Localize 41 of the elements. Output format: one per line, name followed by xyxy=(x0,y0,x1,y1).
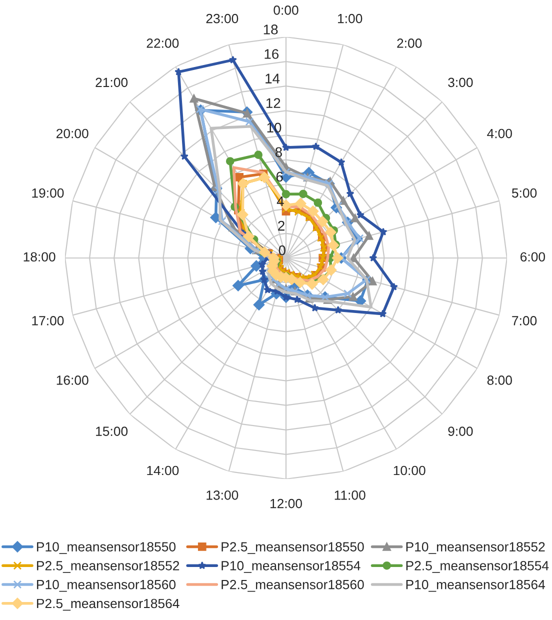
spoke-label: 22:00 xyxy=(146,38,179,48)
legend-label: P2.5_meansensor18560 xyxy=(222,580,364,592)
spoke-label: 17:00 xyxy=(32,316,64,326)
y-tick-label: 16 xyxy=(264,49,279,59)
legend-label: P10_meansensor18550 xyxy=(37,542,176,554)
legend-label: P10_meansensor18564 xyxy=(406,580,546,592)
legend-label: P10_meansensor18560 xyxy=(37,580,176,592)
legend-label: P2.5_meansensor18552 xyxy=(37,561,180,573)
y-tick-label: 14 xyxy=(266,74,280,84)
spoke-label: 21:00 xyxy=(96,78,128,88)
spoke-label: 18:00 xyxy=(24,252,56,262)
legend-label: P10_meansensor18554 xyxy=(222,561,360,573)
spoke-label: 0:00 xyxy=(274,6,298,15)
spoke-label: 12:00 xyxy=(270,498,302,508)
spoke-label: 10:00 xyxy=(394,466,426,476)
spoke-label: 14:00 xyxy=(147,466,179,476)
spoke-label: 1:00 xyxy=(338,14,362,24)
spoke-label: 4:00 xyxy=(487,128,512,138)
spoke-label: 6:00 xyxy=(520,252,546,262)
spoke-label: 11:00 xyxy=(334,490,366,500)
y-tick-label: 12 xyxy=(266,98,280,108)
spoke-label: 15:00 xyxy=(96,426,128,436)
spoke-label: 7:00 xyxy=(512,316,537,326)
spoke-label: 20:00 xyxy=(56,128,88,138)
legend-label: P2.5_meansensor18554 xyxy=(406,561,549,573)
y-tick-label: 8 xyxy=(275,147,282,158)
y-tick-label: 18 xyxy=(264,24,278,34)
spoke-label: 8:00 xyxy=(487,376,512,385)
spoke-label: 16:00 xyxy=(56,376,88,385)
spoke-label: 2:00 xyxy=(397,38,422,48)
y-tick-label: 2 xyxy=(278,220,284,231)
y-tick-label: 0 xyxy=(278,245,286,256)
spoke-label: 13:00 xyxy=(206,490,238,500)
spoke-label: 3:00 xyxy=(448,78,473,88)
legend-label: P2.5_meansensor18550 xyxy=(222,542,364,554)
spoke-label: 23:00 xyxy=(206,14,238,24)
spoke-label: 9:00 xyxy=(448,426,473,436)
spoke-label: 19:00 xyxy=(32,188,64,198)
legend-label: P10_meansensor18552 xyxy=(406,542,545,554)
legend-label: P2.5_meansensor18564 xyxy=(37,598,180,611)
spoke-label: 5:00 xyxy=(512,188,537,198)
